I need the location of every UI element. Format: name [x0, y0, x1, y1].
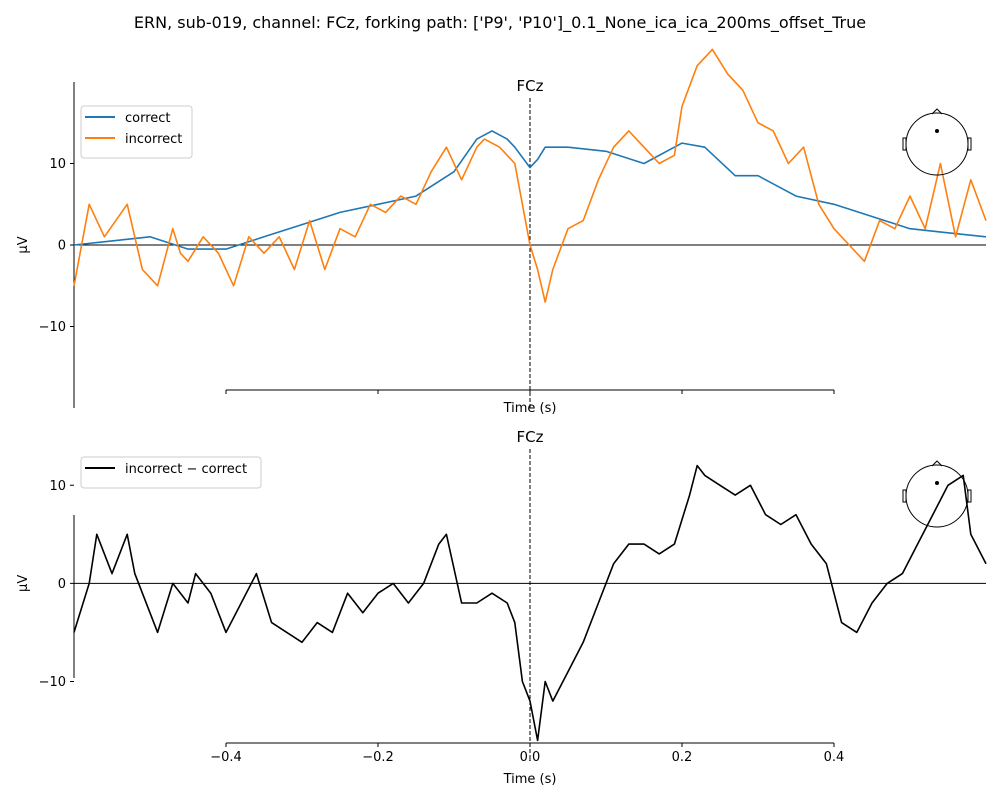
series-line-incorrect	[73, 48, 987, 303]
head-nose	[931, 108, 943, 115]
x-axis-label: Time (s)	[503, 401, 557, 416]
series-line-incorrect-correct	[73, 464, 987, 742]
head-sensor-map-icon	[902, 460, 972, 528]
sensor-dot	[935, 129, 939, 133]
head-ear-left	[902, 137, 907, 151]
head-sensor-map-icon	[902, 108, 972, 176]
x-tick-label: 0.4	[824, 750, 845, 765]
y-tick-label: 0	[58, 577, 66, 592]
legend-label: correct	[125, 111, 171, 126]
head-nose	[931, 460, 943, 467]
legend-label: incorrect	[125, 132, 182, 147]
y-tick-label: 10	[49, 479, 66, 494]
y-axis-label: µV	[16, 575, 31, 592]
panel-title: FCz	[517, 428, 544, 446]
legend: incorrect − correct	[80, 456, 262, 489]
y-axis-label: µV	[16, 236, 31, 253]
x-tick-label: 0.2	[672, 750, 693, 765]
legend-box	[80, 456, 262, 489]
legend-label: incorrect − correct	[125, 462, 247, 477]
panel-title: FCz	[517, 77, 544, 95]
head-ear-right	[967, 137, 972, 151]
head-ear-right	[967, 489, 972, 503]
x-axis-label: Time (s)	[503, 772, 557, 787]
y-tick-label: 10	[49, 157, 66, 172]
head-outline	[905, 464, 969, 528]
y-tick-label: −10	[39, 320, 66, 335]
y-tick-label: −10	[39, 675, 66, 690]
series-line-correct	[73, 130, 987, 250]
legend-box	[80, 105, 193, 159]
top-panel-evoked-conditions: FCz −10 0 10 µV Time (s) correct incorrect	[16, 48, 987, 416]
head-ear-left	[902, 489, 907, 503]
x-tick-label: −0.4	[210, 750, 242, 765]
sensor-dot	[935, 481, 939, 485]
figure-suptitle: ERN, sub-019, channel: FCz, forking path…	[134, 13, 866, 33]
head-outline	[905, 112, 969, 176]
x-tick-label: −0.2	[362, 750, 394, 765]
legend: correct incorrect	[80, 105, 193, 159]
y-tick-label: 0	[58, 239, 66, 254]
